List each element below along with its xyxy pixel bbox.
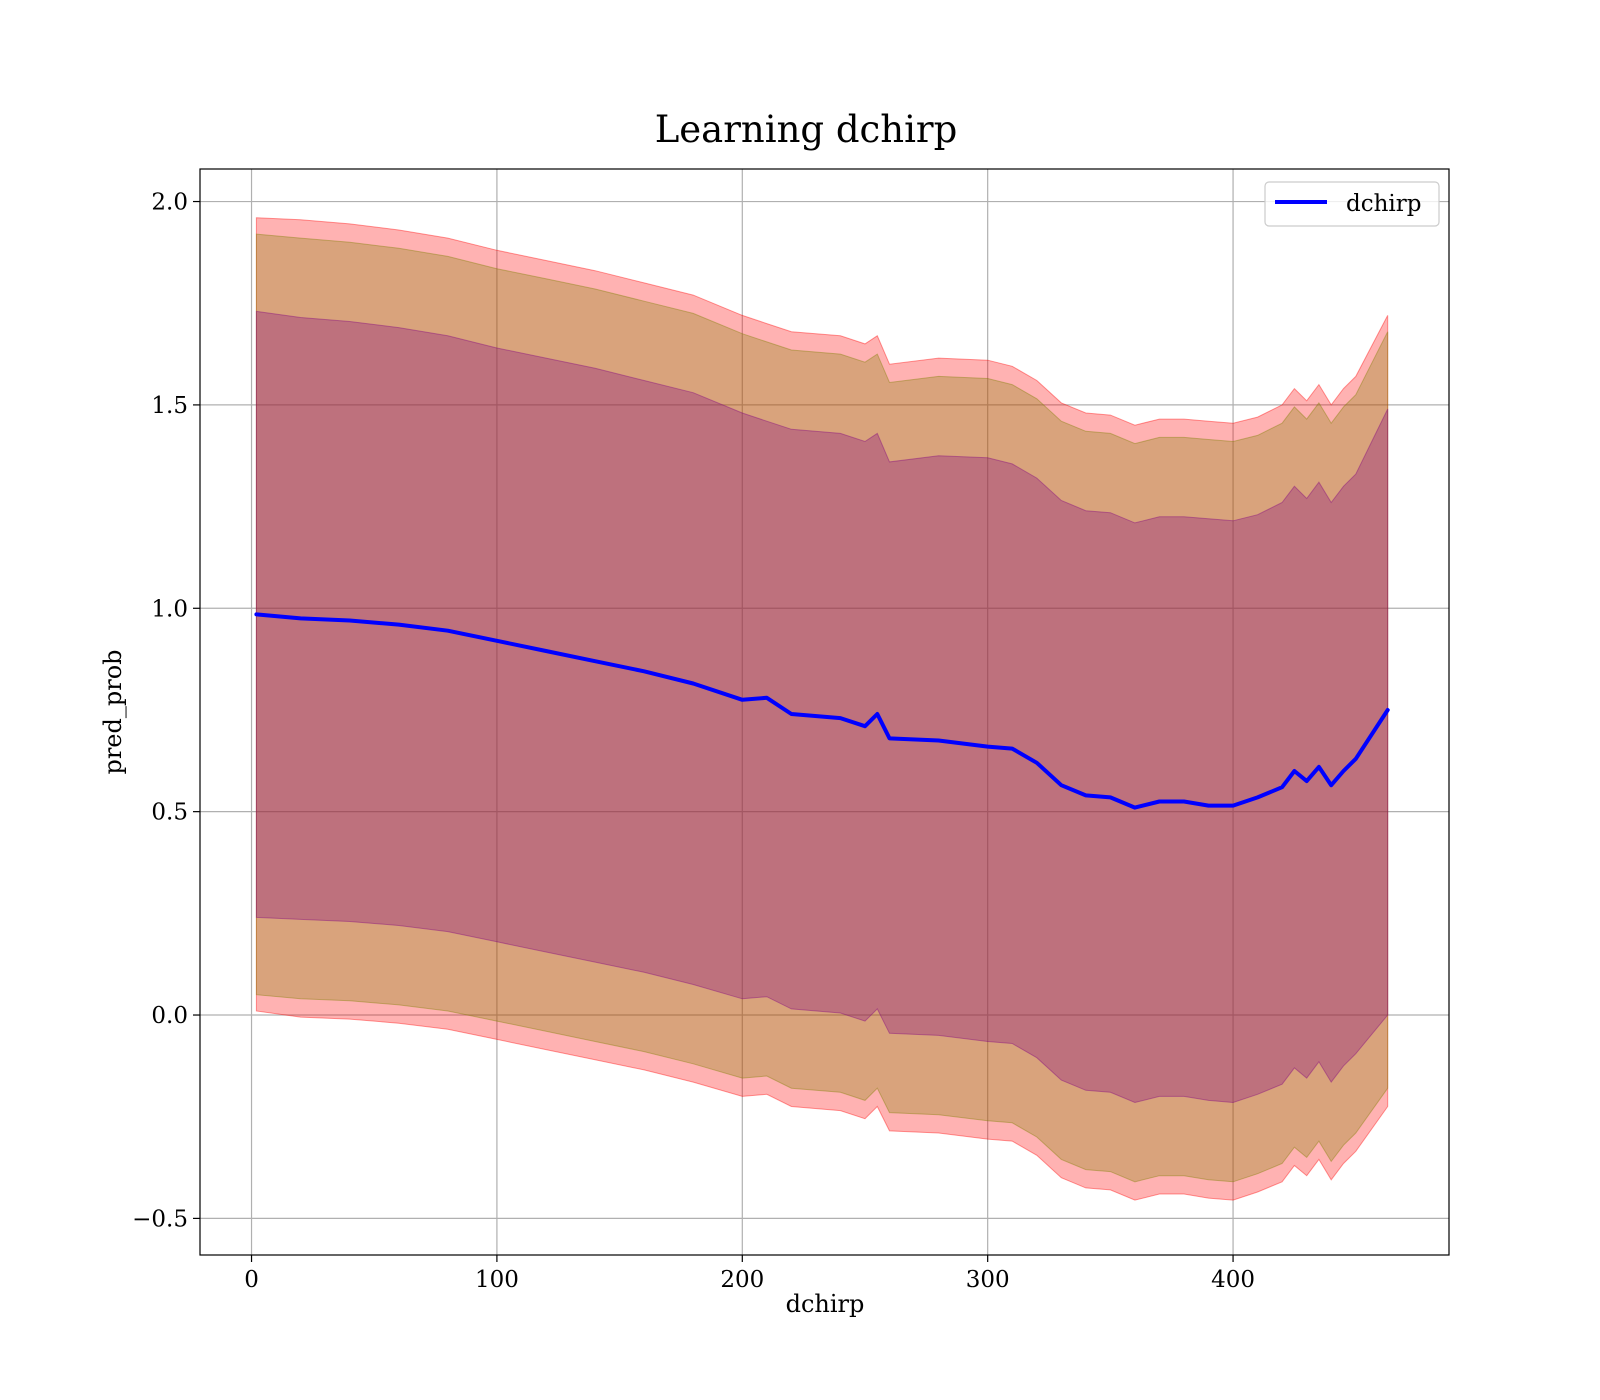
y-tick-label: 0.0 (151, 1003, 188, 1029)
grid-layer (200, 169, 1449, 1255)
band-1 (255, 233, 1389, 1183)
band-2 (255, 310, 1389, 1104)
y-axis-label: pred_prob (99, 649, 127, 774)
y-tick-label: 1.0 (151, 596, 188, 622)
plot-frame (199, 168, 1450, 1256)
y-tick-label: 0.5 (151, 800, 188, 826)
y-tick-label: 1.5 (151, 393, 188, 419)
line-layer (254, 612, 1390, 810)
chart-title: Learning dchirp (655, 108, 958, 151)
x-axis-label: dchirp (786, 1290, 865, 1318)
legend-label-dchirp: dchirp (1346, 191, 1422, 217)
x-tick-label: 0 (244, 1267, 259, 1293)
tick-layer: 0 100 200 300 400 −0.5 0.0 0.5 1.0 1.5 2.0 (132, 190, 1255, 1293)
band-0 (255, 217, 1389, 1201)
band-layer (255, 217, 1389, 1201)
y-tick-label: 2.0 (151, 190, 188, 216)
x-tick-label: 300 (966, 1267, 1010, 1293)
x-tick-label: 400 (1211, 1267, 1255, 1293)
y-tick-label: −0.5 (132, 1206, 188, 1232)
legend: dchirp (1264, 181, 1440, 227)
legend-box (1264, 181, 1440, 227)
x-tick-label: 100 (475, 1267, 519, 1293)
series-line-dchirp (254, 612, 1390, 810)
x-tick-label: 200 (720, 1267, 764, 1293)
